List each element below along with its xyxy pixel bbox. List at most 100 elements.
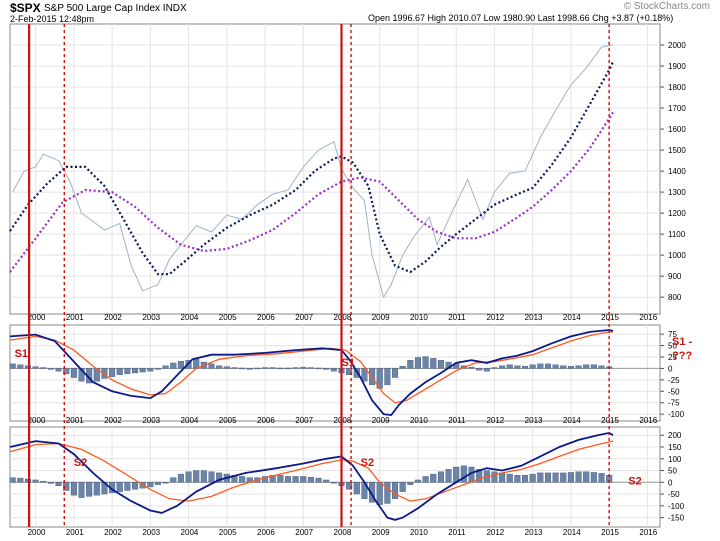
histogram-bar bbox=[476, 368, 483, 371]
x-tick-label: 2014 bbox=[563, 416, 581, 425]
y-tick-label: 0 bbox=[668, 364, 673, 373]
histogram-bar bbox=[147, 482, 154, 488]
x-tick-label: 2007 bbox=[295, 416, 313, 425]
histogram-bar bbox=[315, 477, 322, 483]
x-tick-label: 2000 bbox=[28, 313, 46, 322]
y-tick-label: 100 bbox=[668, 455, 682, 464]
histogram-bar bbox=[262, 367, 269, 369]
signal-label: S2 bbox=[628, 476, 641, 488]
y-tick-label: 1800 bbox=[668, 83, 686, 92]
x-tick-label: 2013 bbox=[525, 416, 543, 425]
histogram-bar bbox=[537, 363, 544, 369]
histogram-bar bbox=[453, 466, 460, 483]
histogram-bar bbox=[430, 358, 437, 369]
x-tick-label: 2006 bbox=[257, 313, 275, 322]
y-tick-label: -100 bbox=[668, 502, 685, 511]
histogram-bar bbox=[239, 476, 246, 483]
histogram-bar bbox=[491, 367, 498, 369]
x-tick-label: 2014 bbox=[563, 528, 581, 537]
histogram-bar bbox=[506, 364, 513, 369]
signal-label: S1 bbox=[342, 357, 355, 369]
macd-line bbox=[9, 431, 614, 521]
histogram-bar bbox=[552, 364, 559, 369]
histogram-bar bbox=[116, 482, 123, 492]
y-tick-label: 0 bbox=[668, 478, 673, 487]
y-tick-label: 1300 bbox=[668, 188, 686, 197]
y-tick-label: -150 bbox=[668, 514, 685, 523]
x-tick-label: 2004 bbox=[181, 313, 199, 322]
histogram-bar bbox=[284, 367, 291, 370]
annotation-label: ??? bbox=[672, 350, 692, 362]
histogram-bar bbox=[231, 367, 238, 369]
x-tick-label: 2008 bbox=[334, 528, 352, 537]
histogram-bar bbox=[346, 368, 353, 375]
y-tick-label: -25 bbox=[668, 376, 680, 385]
histogram-bar bbox=[284, 476, 291, 483]
histogram-bar bbox=[598, 365, 605, 369]
histogram-bar bbox=[124, 482, 131, 491]
signal-label: S1 bbox=[15, 348, 28, 360]
histogram-bar bbox=[185, 471, 192, 483]
histogram-bar bbox=[55, 368, 62, 372]
histogram-bar bbox=[399, 365, 406, 369]
histogram-bar bbox=[476, 469, 483, 483]
histogram-bar bbox=[369, 482, 376, 503]
x-tick-label: 2003 bbox=[142, 313, 160, 322]
histogram-bar bbox=[361, 368, 368, 382]
x-tick-label: 2001 bbox=[66, 528, 84, 537]
x-tick-label: 2006 bbox=[257, 528, 275, 537]
x-tick-label: 2011 bbox=[448, 313, 466, 322]
histogram-bar bbox=[514, 365, 521, 369]
y-tick-label: -50 bbox=[668, 387, 680, 396]
histogram-bar bbox=[414, 357, 421, 369]
x-tick-label: 2010 bbox=[410, 528, 428, 537]
histogram-bar bbox=[78, 368, 85, 382]
histogram-bar bbox=[24, 478, 31, 483]
histogram-bar bbox=[560, 472, 567, 483]
histogram-bar bbox=[506, 473, 513, 483]
x-tick-label: 2012 bbox=[486, 313, 504, 322]
histogram-bar bbox=[24, 365, 31, 369]
x-tick-label: 2002 bbox=[104, 528, 122, 537]
histogram-bar bbox=[32, 479, 39, 483]
histogram-bar bbox=[47, 482, 54, 484]
histogram-bar bbox=[315, 367, 322, 370]
x-tick-label: 2005 bbox=[219, 528, 237, 537]
x-tick-label: 2000 bbox=[28, 416, 46, 425]
x-tick-label: 2015 bbox=[601, 313, 619, 322]
y-tick-label: 900 bbox=[668, 272, 682, 281]
histogram-bar bbox=[277, 475, 284, 483]
y-tick-label: 2000 bbox=[668, 41, 686, 50]
histogram-bar bbox=[47, 368, 54, 370]
x-tick-label: 2007 bbox=[295, 528, 313, 537]
y-tick-label: 1100 bbox=[668, 230, 686, 239]
x-tick-label: 2002 bbox=[104, 313, 122, 322]
histogram-bar bbox=[292, 367, 299, 369]
histogram-bar bbox=[491, 471, 498, 483]
x-tick-label: 2010 bbox=[410, 313, 428, 322]
x-tick-label: 2011 bbox=[448, 416, 466, 425]
histogram-bar bbox=[70, 482, 77, 496]
histogram-bar bbox=[86, 482, 93, 497]
histogram-bar bbox=[323, 368, 330, 370]
histogram-bar bbox=[346, 482, 353, 490]
histogram-bar bbox=[307, 476, 314, 483]
histogram-bar bbox=[575, 471, 582, 483]
x-tick-label: 2010 bbox=[410, 416, 428, 425]
histogram-bar bbox=[63, 368, 70, 375]
y-tick-label: 75 bbox=[668, 330, 677, 339]
histogram-bar bbox=[101, 368, 108, 379]
histogram-bar bbox=[422, 476, 429, 483]
histogram-bar bbox=[40, 480, 47, 483]
x-tick-label: 2013 bbox=[525, 528, 543, 537]
x-tick-label: 2005 bbox=[219, 416, 237, 425]
histogram-bar bbox=[277, 367, 284, 370]
histogram-bar bbox=[468, 366, 475, 369]
histogram-bar bbox=[590, 364, 597, 369]
histogram-bar bbox=[292, 476, 299, 483]
x-tick-label: 2008 bbox=[334, 416, 352, 425]
timestamp-label: 2-Feb-2015 12:48pm bbox=[10, 14, 95, 24]
histogram-bar bbox=[522, 475, 529, 483]
histogram-bar bbox=[529, 364, 536, 369]
